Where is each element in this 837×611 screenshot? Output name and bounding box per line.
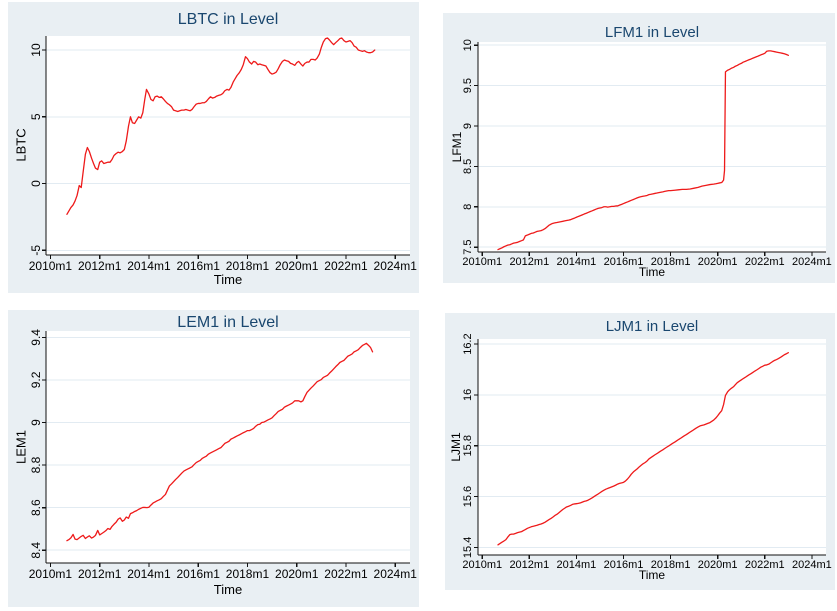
y-tick-label: 16.2 bbox=[462, 333, 474, 354]
x-tick-label: 2020m1 bbox=[698, 559, 738, 571]
y-tick-label: 9.4 bbox=[29, 329, 43, 346]
x-tick-label: 2014m1 bbox=[557, 559, 597, 571]
plot-background bbox=[46, 36, 410, 255]
x-tick-label: 2012m1 bbox=[78, 567, 122, 581]
ljm1-plot-area: 15.4 15.6 15.8 16 16.2 2010m1 2012m1 2014m1 2016… bbox=[462, 333, 832, 571]
y-tick-label: 8.4 bbox=[29, 542, 43, 559]
x-tick-label: 2020m1 bbox=[275, 259, 319, 273]
y-tick-label: 9 bbox=[29, 419, 43, 426]
chart-panel-ljm1: 15.4 15.6 15.8 16 16.2 2010m1 2012m1 2014m1 2016… bbox=[445, 313, 835, 590]
x-axis-title-lfm1: Time bbox=[638, 265, 666, 279]
x-tick-label: 2020m1 bbox=[698, 256, 738, 268]
x-axis-title-lem1: Time bbox=[213, 582, 243, 597]
x-tick-label: 2014m1 bbox=[557, 256, 597, 268]
y-tick-label: 5 bbox=[29, 113, 43, 120]
lfm1-plot-area: 7.5 8 8.5 9 9.5 10 2010m1 2012m1 2014m1 2016m1 201… bbox=[462, 39, 832, 268]
series-line-lbtc bbox=[66, 37, 376, 215]
x-tick-label: 2012m1 bbox=[509, 559, 549, 571]
series-line-ljm1 bbox=[497, 352, 789, 546]
y-tick-label: 7.5 bbox=[462, 240, 474, 255]
y-tick-label: 16 bbox=[462, 389, 474, 401]
x-tick-label: 2024m1 bbox=[374, 567, 418, 581]
y-tick-label: 8 bbox=[462, 204, 474, 210]
y-tick-label: 9 bbox=[462, 123, 474, 129]
x-tick-label: 2018m1 bbox=[651, 559, 691, 571]
x-tick-label: 2016m1 bbox=[177, 259, 221, 273]
y-tick-label: 9.2 bbox=[29, 371, 43, 388]
x-tick-label: 2010m1 bbox=[462, 256, 502, 268]
chart-panel-lem1: 8.4 8.6 8.8 9 9.2 9.4 2010m1 2012m1 2014m1 2016m1… bbox=[8, 310, 419, 607]
x-tick-label: 2018m1 bbox=[226, 567, 270, 581]
y-tick-label: 15.4 bbox=[462, 537, 474, 558]
x-tick-label: 2018m1 bbox=[651, 256, 691, 268]
x-tick-label: 2012m1 bbox=[509, 256, 549, 268]
x-tick-label: 2024m1 bbox=[792, 559, 832, 571]
y-tick-label: 15.8 bbox=[462, 435, 474, 456]
y-tick-label: 9.5 bbox=[462, 78, 474, 93]
y-tick-label: 0 bbox=[29, 180, 43, 187]
series-line-lem1 bbox=[66, 342, 374, 542]
y-tick-label: 8.5 bbox=[462, 159, 474, 174]
y-tick-label: 15.6 bbox=[462, 486, 474, 507]
lbtc-plot-area: -5 0 5 10 2010m1 2012m1 2014m1 2016m1 2018m1 2020… bbox=[29, 36, 418, 273]
x-tick-label: 2022m1 bbox=[745, 256, 785, 268]
x-tick-label: 2010m1 bbox=[462, 559, 502, 571]
plot-background bbox=[46, 331, 410, 563]
x-axis-title-lbtc: Time bbox=[213, 272, 243, 287]
chart-panel-lbtc: -5 0 5 10 2010m1 2012m1 2014m1 2016m1 2018m1 2020… bbox=[8, 2, 419, 293]
x-tick-label: 2024m1 bbox=[374, 259, 418, 273]
chart-title-lbtc: LBTC in Level bbox=[177, 11, 279, 28]
chart-panel-lfm1: 7.5 8 8.5 9 9.5 10 2010m1 2012m1 2014m1 2016m1 201… bbox=[443, 13, 835, 283]
lem1-plot-area: 8.4 8.6 8.8 9 9.2 9.4 2010m1 2012m1 2014m1 2016m1… bbox=[29, 329, 418, 581]
series-line-lfm1 bbox=[497, 50, 789, 251]
chart-title-lfm1: LFM1 in Level bbox=[604, 24, 700, 41]
y-tick-label: 8.8 bbox=[29, 456, 43, 473]
x-tick-label: 2012m1 bbox=[78, 259, 122, 273]
x-tick-label: 2022m1 bbox=[324, 259, 368, 273]
x-tick-label: 2018m1 bbox=[226, 259, 270, 273]
x-tick-label: 2016m1 bbox=[177, 567, 221, 581]
x-axis-title-ljm1: Time bbox=[638, 568, 666, 582]
plot-background bbox=[478, 339, 826, 555]
x-tick-label: 2020m1 bbox=[275, 567, 319, 581]
y-axis-title-lem1: LEM1 bbox=[13, 430, 29, 464]
x-tick-label: 2022m1 bbox=[745, 559, 785, 571]
y-tick-label: 8.6 bbox=[29, 499, 43, 516]
x-tick-label: 2010m1 bbox=[29, 259, 73, 273]
x-tick-label: 2014m1 bbox=[127, 567, 171, 581]
x-tick-label: 2014m1 bbox=[127, 259, 171, 273]
y-axis-title-ljm1: LJM1 bbox=[449, 432, 463, 462]
chart-title-ljm1: LJM1 in Level bbox=[605, 318, 699, 335]
x-tick-label: 2016m1 bbox=[604, 559, 644, 571]
plot-background bbox=[478, 42, 826, 252]
x-tick-label: 2016m1 bbox=[604, 256, 644, 268]
y-tick-label: 10 bbox=[29, 43, 43, 57]
y-tick-label: -5 bbox=[29, 245, 43, 256]
y-axis-title-lbtc: LBTC bbox=[13, 128, 29, 162]
y-axis-title-lfm1: LFM1 bbox=[450, 131, 464, 163]
x-tick-label: 2024m1 bbox=[792, 256, 832, 268]
chart-title-lem1: LEM1 in Level bbox=[177, 314, 279, 331]
x-tick-label: 2022m1 bbox=[324, 567, 368, 581]
x-tick-label: 2010m1 bbox=[29, 567, 73, 581]
y-tick-label: 10 bbox=[462, 39, 474, 51]
